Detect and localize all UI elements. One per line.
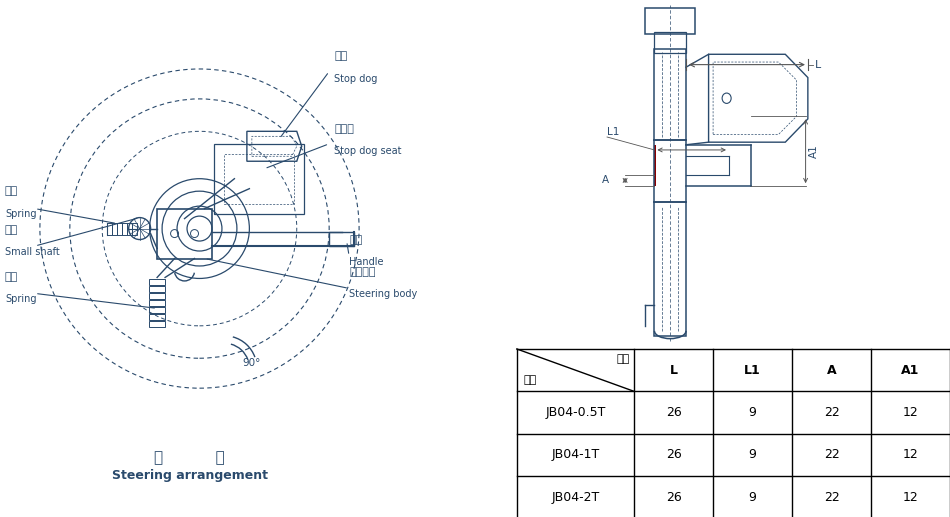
Text: A: A	[826, 363, 836, 377]
Bar	[107, 223, 112, 235]
Bar	[123, 223, 126, 235]
Text: Spring: Spring	[5, 294, 36, 305]
Text: 操纵器体: 操纵器体	[350, 267, 375, 277]
Bar	[149, 300, 165, 306]
Text: 碰头: 碰头	[334, 52, 348, 62]
Text: 9: 9	[749, 491, 756, 504]
Bar	[112, 223, 117, 235]
Text: 弹簧: 弹簧	[5, 272, 18, 282]
Bar	[655, 49, 686, 140]
Text: 22: 22	[824, 491, 840, 504]
Text: Handle: Handle	[350, 257, 384, 267]
Text: 弹簧: 弹簧	[5, 186, 18, 196]
Text: JB04-0.5T: JB04-0.5T	[545, 406, 606, 419]
Text: 26: 26	[666, 448, 681, 462]
Text: L1: L1	[744, 363, 761, 377]
Text: 碰头座: 碰头座	[334, 124, 354, 134]
Bar	[224, 154, 294, 204]
Text: A1: A1	[809, 144, 819, 158]
Text: Steering body: Steering body	[350, 290, 417, 299]
Text: 9: 9	[749, 448, 756, 462]
Bar	[149, 293, 165, 299]
Bar	[149, 321, 165, 327]
Bar	[655, 32, 686, 53]
Bar	[330, 232, 354, 246]
Text: A1: A1	[902, 363, 920, 377]
Text: JB04-2T: JB04-2T	[551, 491, 599, 504]
Text: 12: 12	[902, 406, 919, 419]
Bar	[149, 314, 165, 320]
Text: 26: 26	[666, 491, 681, 504]
Text: A: A	[602, 175, 609, 186]
Text: L: L	[814, 59, 821, 70]
Text: 小轴: 小轴	[5, 224, 18, 235]
Text: JB04-1T: JB04-1T	[551, 448, 599, 462]
Bar	[655, 145, 656, 186]
Bar	[149, 307, 165, 313]
Bar	[127, 223, 132, 235]
Bar	[645, 8, 695, 34]
Text: 12: 12	[902, 448, 919, 462]
Bar	[215, 144, 304, 214]
Bar	[117, 223, 122, 235]
Bar	[132, 223, 137, 235]
Text: 代号: 代号	[617, 354, 630, 364]
Text: 手柄: 手柄	[350, 235, 362, 245]
Bar	[655, 202, 686, 336]
Text: Spring: Spring	[5, 209, 36, 219]
Text: L: L	[670, 363, 677, 377]
Text: 90°: 90°	[242, 358, 260, 368]
Text: Small shaft: Small shaft	[5, 247, 60, 257]
Text: 型号: 型号	[523, 375, 537, 385]
Text: Steering arrangement: Steering arrangement	[111, 469, 268, 482]
Text: 操          纵: 操 纵	[154, 450, 225, 465]
Bar	[729, 156, 731, 175]
Text: L1: L1	[607, 127, 619, 137]
Bar	[149, 279, 165, 285]
Text: 12: 12	[902, 491, 919, 504]
Text: 22: 22	[824, 448, 840, 462]
Text: Stop dog: Stop dog	[334, 74, 377, 84]
Bar	[149, 286, 165, 292]
Text: 22: 22	[824, 406, 840, 419]
Bar	[157, 209, 212, 258]
Text: Stop dog seat: Stop dog seat	[334, 146, 402, 156]
Text: 9: 9	[749, 406, 756, 419]
Text: 26: 26	[666, 406, 681, 419]
